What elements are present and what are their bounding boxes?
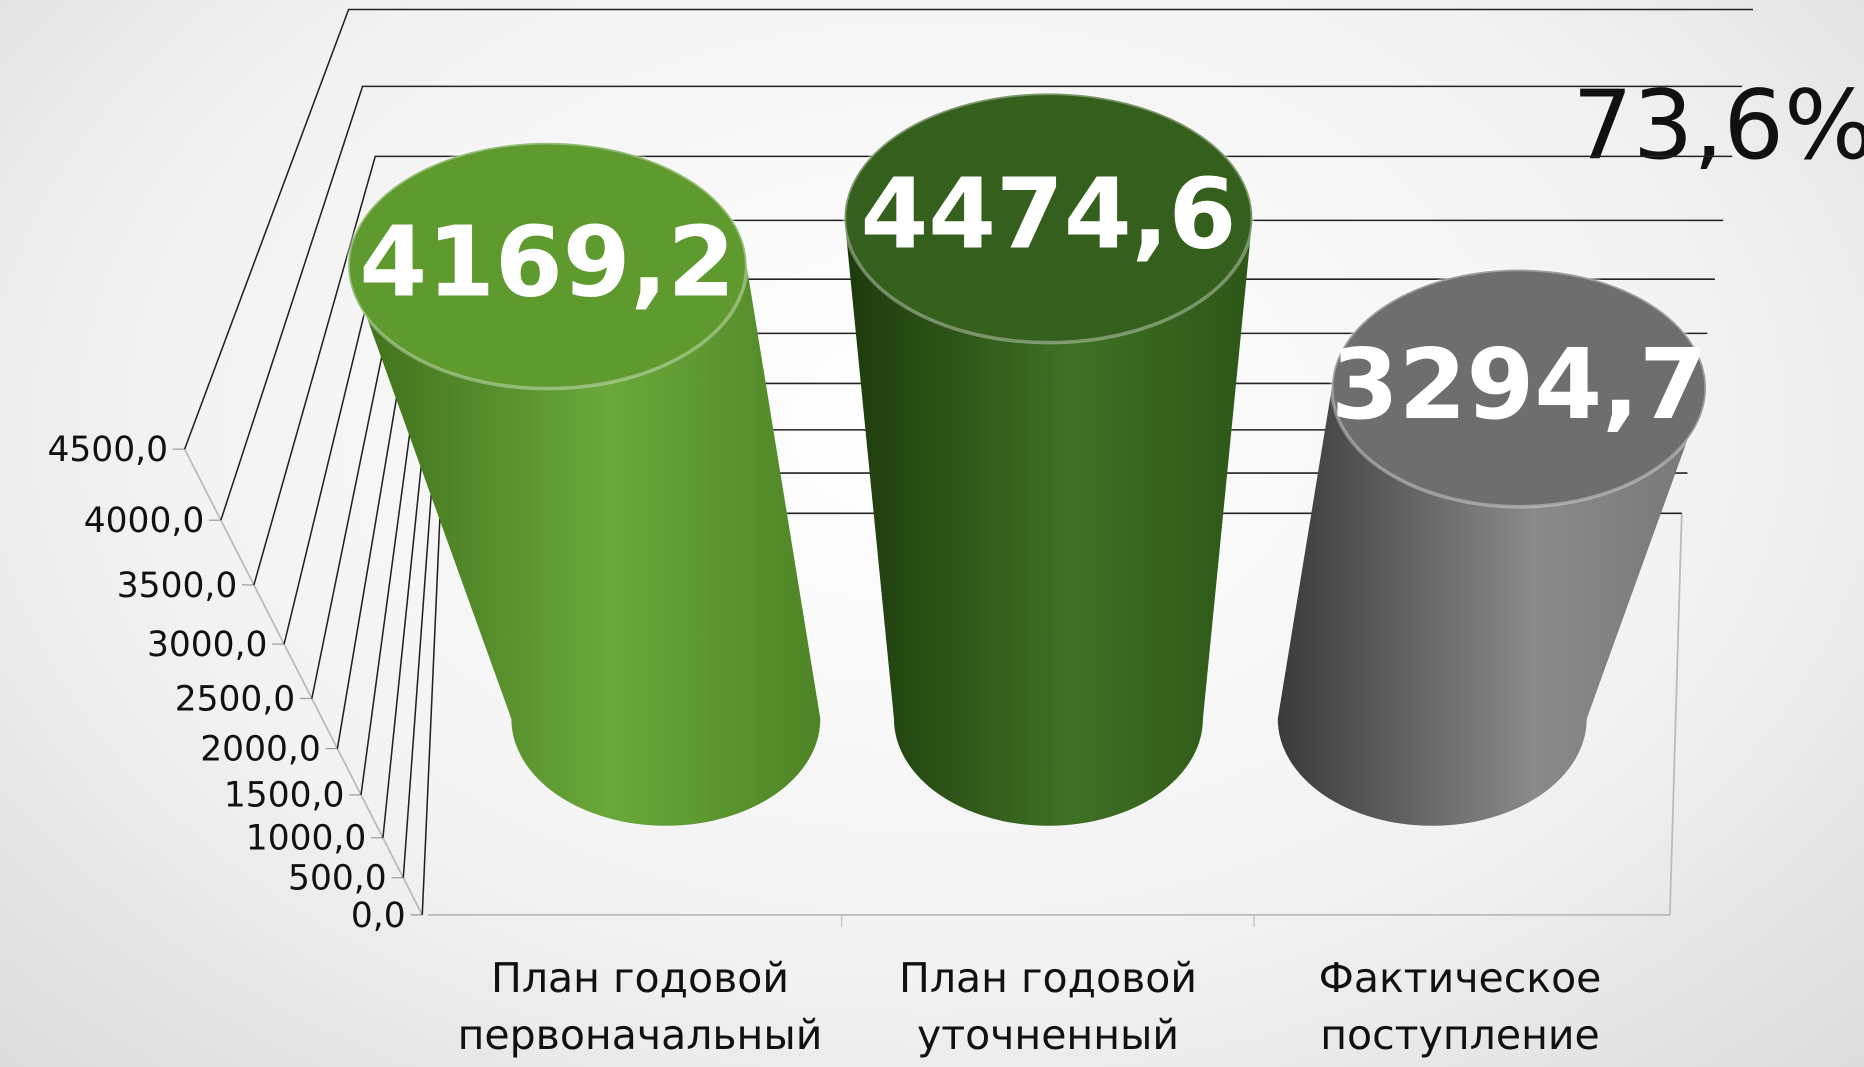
cylinder-body xyxy=(1277,388,1707,826)
y-tick-label: 4000,0 xyxy=(84,501,205,541)
y-tick-label: 2000,0 xyxy=(200,729,321,769)
data-label: 4169,2 xyxy=(359,205,735,318)
y-tick-label: 3000,0 xyxy=(147,625,268,665)
y-tick-label: 3500,0 xyxy=(117,566,238,606)
x-tick-label: План годовой первоначальный xyxy=(457,954,823,1059)
grid-line xyxy=(183,8,1754,450)
annotation: 73,6% xyxy=(1572,71,1864,181)
y-tick-label: 2500,0 xyxy=(175,679,296,719)
grid-line xyxy=(253,155,1733,586)
data-label: 3294,7 xyxy=(1331,328,1707,441)
y-tick-label: 0,0 xyxy=(351,896,406,936)
x-tick-label: План годовой уточненный xyxy=(899,954,1197,1059)
cylinder-body xyxy=(348,265,821,826)
data-label: 4474,6 xyxy=(860,158,1236,271)
cylinder-top xyxy=(1330,267,1708,509)
x-tick-label: Фактическое поступление xyxy=(1318,954,1602,1059)
y-tick-label: 4500,0 xyxy=(47,430,168,470)
y-tick-label: 1000,0 xyxy=(246,819,367,859)
cylinder xyxy=(842,91,1255,826)
cylinder xyxy=(346,140,821,826)
cylinder xyxy=(1277,267,1708,826)
cylinder-top xyxy=(842,91,1255,345)
cylinder-body xyxy=(844,217,1253,826)
y-tick-label: 1500,0 xyxy=(224,776,344,816)
y-tick-label: 500,0 xyxy=(288,859,387,899)
cylinder-top xyxy=(346,140,749,391)
grid-line xyxy=(220,85,1743,521)
